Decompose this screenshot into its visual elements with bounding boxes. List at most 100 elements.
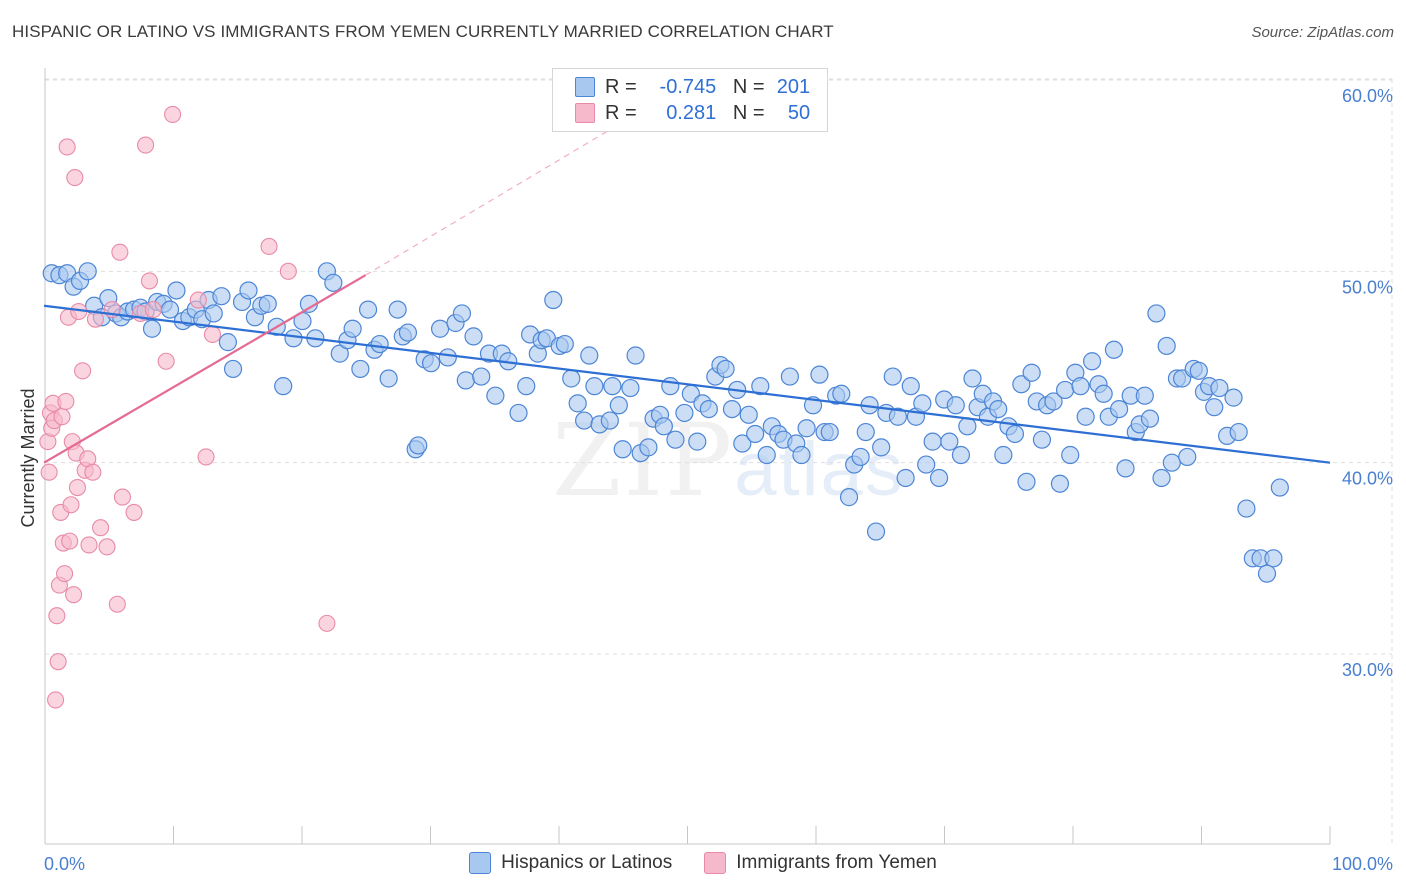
- data-point-hispanics: [1189, 361, 1208, 380]
- data-point-yemen: [164, 105, 182, 123]
- data-point-hispanics: [1022, 363, 1041, 382]
- data-point-hispanics: [609, 396, 628, 415]
- data-point-hispanics: [600, 411, 619, 430]
- data-point-yemen: [62, 496, 80, 514]
- data-point-hispanics: [1094, 384, 1113, 403]
- data-point-hispanics: [797, 419, 816, 438]
- x-tick-label: 0.0%: [44, 854, 85, 874]
- data-point-yemen: [203, 325, 222, 344]
- data-point-hispanics: [1210, 378, 1229, 398]
- data-point-yemen: [56, 565, 74, 583]
- data-point-yemen: [137, 136, 155, 154]
- data-point-yemen: [74, 362, 92, 380]
- data-point-hispanics: [994, 445, 1013, 465]
- data-point-hispanics: [613, 440, 632, 459]
- data-point-yemen: [65, 586, 83, 604]
- data-point-yemen: [98, 538, 116, 556]
- data-point-hispanics: [675, 403, 694, 423]
- data-point-hispanics: [330, 344, 349, 363]
- data-point-hispanics: [223, 359, 243, 379]
- data-point-hispanics: [239, 281, 258, 300]
- legend-swatch-pink: [704, 852, 727, 874]
- data-point-yemen: [113, 488, 131, 506]
- y-tick-label: 60.0%: [1342, 86, 1393, 106]
- data-point-hispanics: [456, 371, 475, 390]
- data-point-hispanics: [358, 300, 378, 319]
- data-point-yemen: [111, 243, 129, 261]
- data-point-hispanics: [1237, 499, 1256, 518]
- data-point-hispanics: [1055, 380, 1075, 400]
- data-point-yemen: [144, 301, 162, 319]
- data-point-hispanics: [917, 455, 936, 474]
- data-point-hispanics: [1050, 474, 1070, 493]
- data-point-hispanics: [896, 468, 915, 488]
- data-point-hispanics: [324, 273, 343, 292]
- data-point-hispanics: [751, 377, 770, 396]
- data-point-yemen: [57, 392, 75, 410]
- data-point-hispanics: [343, 319, 362, 338]
- data-point-hispanics: [562, 369, 581, 388]
- data-point-hispanics: [1061, 445, 1080, 465]
- data-point-yemen: [260, 237, 278, 256]
- data-point-yemen: [157, 352, 175, 370]
- data-point-hispanics: [1032, 430, 1052, 449]
- data-point-hispanics: [1044, 392, 1063, 411]
- legend-item-yemen[interactable]: Immigrants from Yemen: [704, 852, 937, 874]
- series-legend: Hispanics or Latinos Immigrants from Yem…: [0, 852, 1406, 874]
- data-point-hispanics: [1012, 375, 1031, 394]
- data-point-hispanics: [1071, 377, 1090, 396]
- series-yemen-points: [39, 105, 336, 709]
- data-point-hispanics: [923, 432, 942, 451]
- data-point-yemen: [47, 691, 65, 709]
- r-label: R =: [605, 101, 637, 124]
- stats-legend: R = -0.745 N = 201 R = 0.281 N = 50: [552, 68, 828, 132]
- data-point-hispanics: [888, 407, 908, 426]
- legend-label-yemen: Immigrants from Yemen: [736, 852, 937, 873]
- data-point-hispanics: [1264, 549, 1283, 568]
- legend-item-hispanics[interactable]: Hispanics or Latinos: [469, 852, 672, 874]
- data-point-hispanics: [810, 365, 829, 384]
- data-point-yemen: [58, 138, 76, 156]
- data-point-hispanics: [430, 319, 450, 338]
- data-point-hispanics: [872, 438, 891, 457]
- data-point-yemen: [61, 532, 79, 550]
- data-point-hispanics: [639, 438, 658, 457]
- data-point-hispanics: [438, 348, 457, 367]
- data-point-hispanics: [486, 386, 505, 405]
- data-point-hispanics: [421, 354, 441, 373]
- tick-labels: 30.0% 40.0% 50.0% 60.0% 0.0% 100.0%: [44, 86, 1393, 874]
- data-point-yemen: [66, 169, 84, 187]
- data-point-yemen: [92, 519, 110, 537]
- data-point-hispanics: [1224, 388, 1243, 407]
- data-point-hispanics: [580, 346, 599, 365]
- n-value: 201: [776, 75, 811, 98]
- r-label: R =: [605, 75, 637, 98]
- data-point-hispanics: [388, 300, 407, 319]
- data-point-yemen: [125, 503, 143, 521]
- data-point-hispanics: [733, 434, 752, 453]
- data-point-hispanics: [1005, 424, 1025, 444]
- data-point-hispanics: [746, 424, 765, 444]
- data-point-hispanics: [757, 445, 776, 465]
- data-point-hispanics: [661, 377, 680, 396]
- data-point-hispanics: [1135, 386, 1154, 405]
- data-point-hispanics: [509, 403, 528, 423]
- data-point-hispanics: [883, 367, 902, 386]
- data-point-hispanics: [284, 329, 303, 348]
- data-point-yemen: [53, 408, 71, 426]
- y-axis-label: Currently Married: [18, 388, 38, 527]
- data-point-hispanics: [688, 432, 707, 451]
- data-point-hispanics: [218, 333, 237, 352]
- data-point-hispanics: [464, 327, 483, 346]
- data-point-hispanics: [856, 422, 875, 442]
- n-label: N =: [732, 75, 765, 98]
- data-point-hispanics: [739, 405, 758, 424]
- data-point-hispanics: [820, 422, 839, 442]
- data-point-hispanics: [839, 488, 859, 507]
- data-point-hispanics: [379, 369, 398, 388]
- data-point-hispanics: [951, 445, 971, 465]
- swatch-pink: [575, 103, 595, 123]
- data-point-hispanics: [958, 417, 977, 436]
- data-point-hispanics: [963, 369, 982, 388]
- data-point-hispanics: [472, 367, 491, 386]
